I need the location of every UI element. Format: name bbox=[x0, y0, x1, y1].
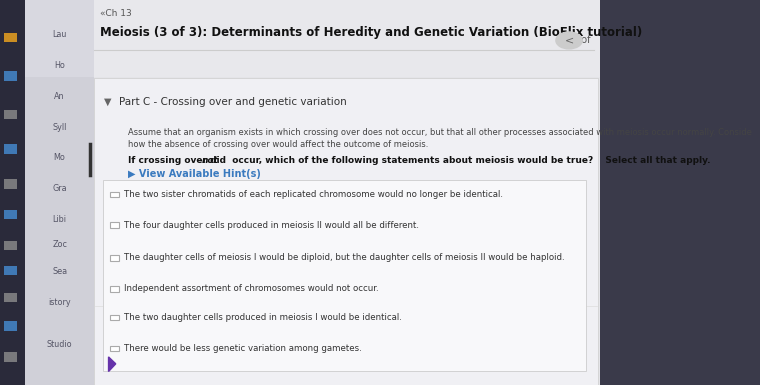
Text: The daughter cells of meiosis I would be diploid, but the daughter cells of meio: The daughter cells of meiosis I would be… bbox=[124, 253, 565, 263]
Text: Part C - Crossing over and genetic variation: Part C - Crossing over and genetic varia… bbox=[119, 97, 347, 107]
Bar bbox=[4, 210, 17, 219]
Text: If crossing over did  occur, which of the following statements about meiosis wou: If crossing over did occur, which of the… bbox=[128, 156, 711, 165]
Text: Syll: Syll bbox=[52, 122, 67, 132]
Text: Independent assortment of chromosomes would not occur.: Independent assortment of chromosomes wo… bbox=[124, 284, 378, 293]
Bar bbox=[109, 346, 119, 351]
Bar bbox=[4, 241, 17, 250]
Text: Studio: Studio bbox=[47, 340, 72, 349]
Bar bbox=[4, 110, 17, 119]
Text: The four daughter cells produced in meiosis II would all be different.: The four daughter cells produced in meio… bbox=[124, 221, 419, 230]
Bar bbox=[4, 71, 17, 81]
Bar bbox=[4, 33, 17, 42]
FancyBboxPatch shape bbox=[93, 78, 598, 385]
Text: Lau: Lau bbox=[52, 30, 67, 39]
Text: not: not bbox=[202, 156, 219, 165]
Text: Assume that an organism exists in which crossing over does not occur, but that a: Assume that an organism exists in which … bbox=[128, 128, 752, 137]
Text: istory: istory bbox=[49, 298, 71, 307]
Text: Gra: Gra bbox=[52, 184, 67, 193]
Text: Zoc: Zoc bbox=[52, 240, 67, 249]
FancyBboxPatch shape bbox=[103, 180, 587, 371]
Bar bbox=[109, 223, 119, 228]
Bar bbox=[0, 0, 25, 385]
Text: <: < bbox=[565, 35, 574, 45]
Text: «Ch 13: «Ch 13 bbox=[100, 9, 132, 18]
Text: Sea: Sea bbox=[52, 267, 67, 276]
Circle shape bbox=[556, 32, 582, 49]
Text: ▶ View Available Hint(s): ▶ View Available Hint(s) bbox=[128, 169, 261, 179]
Bar bbox=[4, 352, 17, 362]
Bar bbox=[109, 255, 119, 261]
Bar bbox=[109, 286, 119, 291]
Bar bbox=[4, 144, 17, 154]
Bar bbox=[109, 315, 119, 320]
Text: Ho: Ho bbox=[54, 61, 65, 70]
Bar bbox=[25, 0, 94, 385]
Bar bbox=[4, 321, 17, 331]
Bar bbox=[4, 266, 17, 275]
Bar bbox=[25, 77, 94, 385]
Text: Meiosis (3 of 3): Determinants of Heredity and Genetic Variation (BioFlix tutori: Meiosis (3 of 3): Determinants of Heredi… bbox=[100, 26, 642, 39]
Bar bbox=[94, 0, 600, 77]
Bar bbox=[4, 293, 17, 302]
Bar bbox=[109, 192, 119, 197]
Text: The two daughter cells produced in meiosis I would be identical.: The two daughter cells produced in meios… bbox=[124, 313, 402, 322]
Polygon shape bbox=[109, 357, 116, 372]
Text: how the absence of crossing over would affect the outcome of meiosis.: how the absence of crossing over would a… bbox=[128, 140, 428, 149]
Text: The two sister chromatids of each replicated chromosome would no longer be ident: The two sister chromatids of each replic… bbox=[124, 190, 503, 199]
Text: 8 of: 8 of bbox=[572, 35, 591, 45]
Text: Mo: Mo bbox=[54, 153, 65, 162]
Text: ▼: ▼ bbox=[104, 97, 111, 107]
Text: There would be less genetic variation among gametes.: There would be less genetic variation am… bbox=[124, 344, 362, 353]
Bar bbox=[25, 0, 94, 77]
Bar bbox=[4, 179, 17, 189]
Text: Libi: Libi bbox=[52, 215, 67, 224]
Bar bbox=[94, 77, 600, 385]
Text: An: An bbox=[55, 92, 65, 101]
